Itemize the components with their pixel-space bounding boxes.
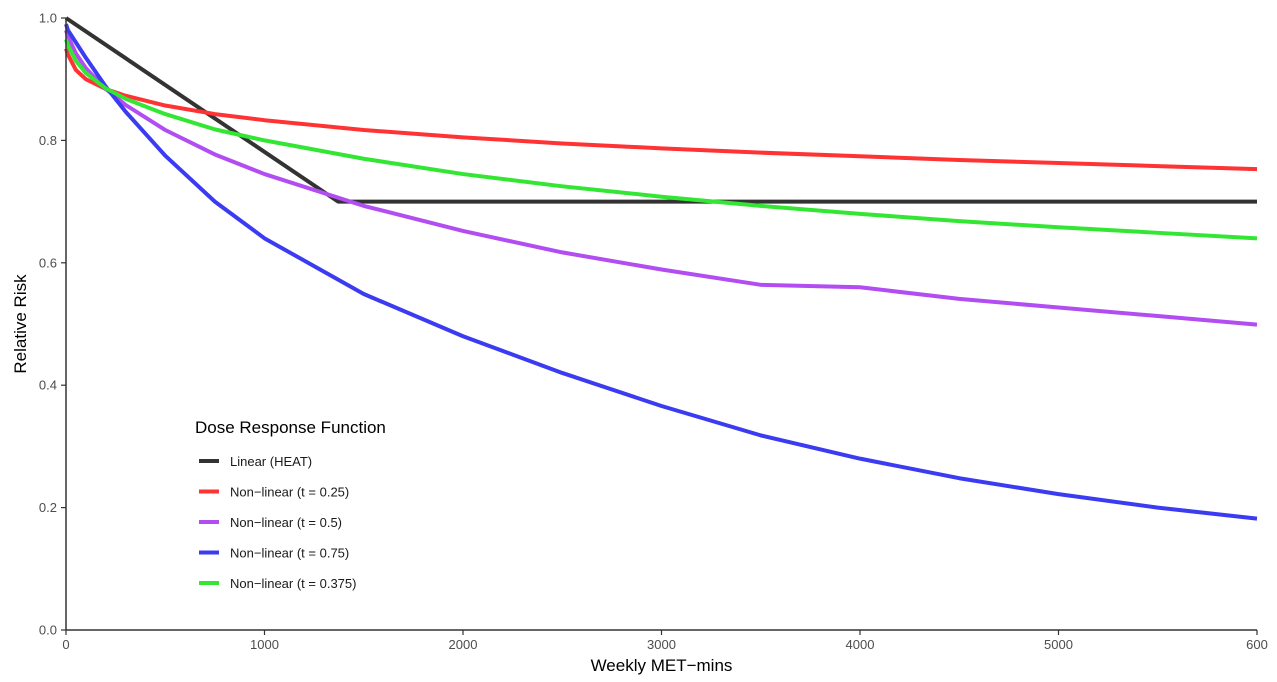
x-ticks: 0 1000 2000 3000 4000 5000 600 [62,630,1268,652]
series-lines [64,16,1258,521]
y-axis-title: Relative Risk [11,274,30,374]
legend-label: Non−linear (t = 0.75) [230,546,349,561]
legend-label: Linear (HEAT) [230,454,312,469]
legend-title: Dose Response Function [195,418,386,437]
y-tick-label: 0.4 [39,378,57,393]
x-tick-label: 4000 [846,637,875,652]
y-ticks: 0.0 0.2 0.4 0.6 0.8 1.0 [39,11,66,638]
x-tick-label: 2000 [449,637,478,652]
legend-items: Linear (HEAT) Non−linear (t = 0.25) Non−li… [199,454,356,591]
y-tick-label: 0.0 [39,623,57,638]
series-line-3 [64,29,1258,327]
legend-label: Non−linear (t = 0.25) [230,485,349,500]
x-tick-label: 600 [1246,637,1268,652]
y-tick-label: 1.0 [39,11,57,26]
x-tick-label: 5000 [1044,637,1073,652]
y-tick-label: 0.6 [39,255,57,270]
series-line-5 [64,38,1258,241]
series-line-4 [64,23,1258,521]
legend-label: Non−linear (t = 0.375) [230,576,356,591]
x-tick-label: 3000 [647,637,676,652]
legend-label: Non−linear (t = 0.5) [230,515,342,530]
series-line-2 [64,47,1258,172]
axes [65,18,1257,631]
x-tick-label: 1000 [250,637,279,652]
x-axis-title: Weekly MET−mins [591,656,733,675]
x-tick-label: 0 [62,637,69,652]
legend: Dose Response Function Linear (HEAT) Non−… [195,418,386,591]
series-line-1 [64,16,1257,204]
y-tick-label: 0.8 [39,133,57,148]
y-tick-label: 0.2 [39,500,57,515]
